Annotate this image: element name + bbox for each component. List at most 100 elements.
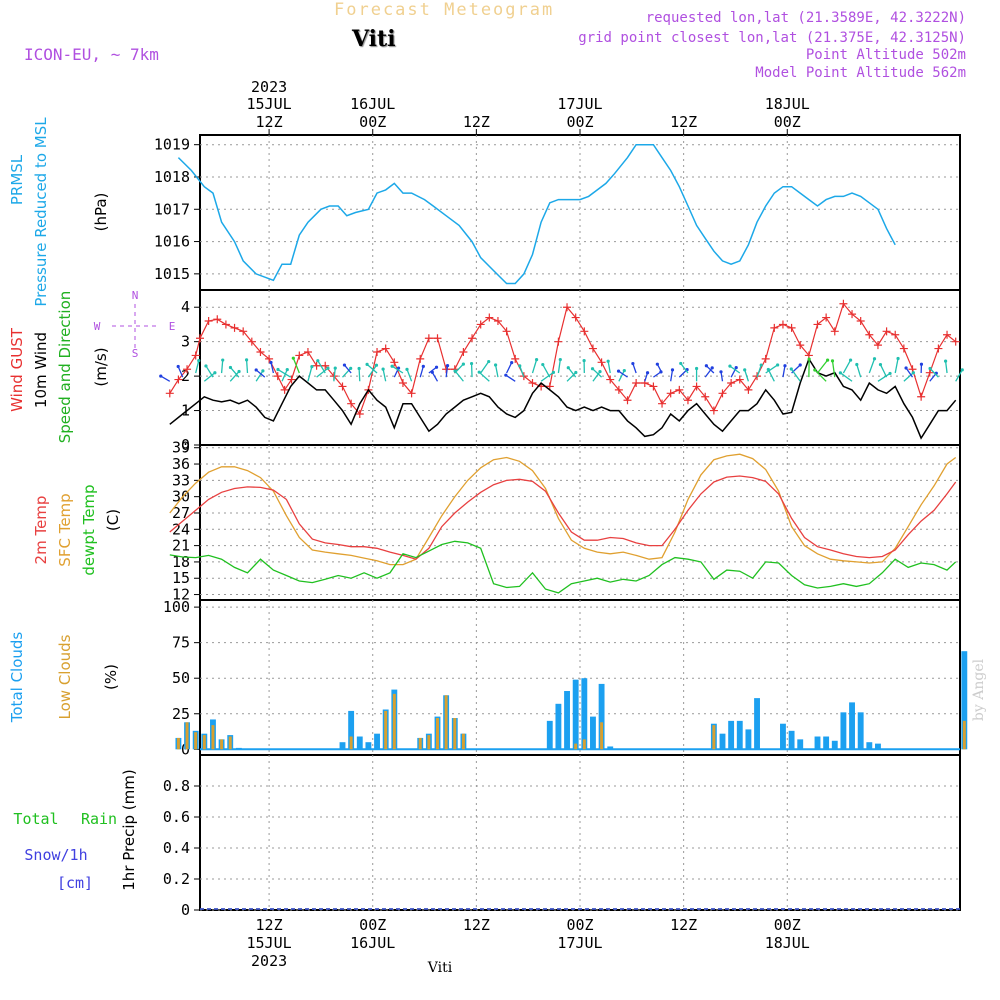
gust-marker xyxy=(303,348,312,356)
wind-arrow-head xyxy=(855,362,859,367)
wind-arrow-head xyxy=(622,368,626,373)
gust-marker xyxy=(580,327,589,336)
top-time-label: 00Z xyxy=(359,113,386,131)
wind-direction-arrow xyxy=(292,357,300,374)
wind-arrow-head xyxy=(813,368,817,372)
wind-direction-arrow xyxy=(506,362,513,374)
gust-marker xyxy=(355,410,364,418)
wind-arrow-head xyxy=(904,366,908,370)
total-cloud-bar xyxy=(339,742,346,750)
wind-arrow-head xyxy=(469,361,474,366)
wind-arrow-head xyxy=(159,374,163,378)
wind-direction-arrow xyxy=(744,369,750,382)
wind-arrow-head xyxy=(291,356,295,360)
wind-arrow-head xyxy=(197,358,201,363)
gust-marker xyxy=(381,344,390,353)
ytick-label-temp: 27 xyxy=(172,504,190,522)
low-cloud-bar xyxy=(176,737,180,750)
wind-direction-arrow xyxy=(342,367,352,378)
wind-gust-label: Wind GUST xyxy=(8,327,26,412)
model-label: ICON-EU, ~ 7km xyxy=(24,45,159,64)
wind-direction-arrow xyxy=(877,372,891,382)
ytick-label-pressure: 1019 xyxy=(154,136,190,154)
gust-marker xyxy=(882,327,891,336)
wind-direction-arrow xyxy=(494,364,499,378)
low-cloud-bar xyxy=(228,736,232,750)
gust-marker xyxy=(256,348,265,356)
wind-direction-arrow xyxy=(894,358,899,374)
gust-marker xyxy=(502,327,511,336)
wind-direction-arrow xyxy=(445,365,449,378)
wind-speed-label: Speed and Direction xyxy=(56,291,74,444)
low-cloud-bar xyxy=(392,693,396,750)
panel-frame-temp xyxy=(199,444,961,601)
total-cloud-bar xyxy=(849,702,855,750)
wind-direction-arrow xyxy=(840,372,853,382)
total-cloud-bar xyxy=(348,710,355,750)
precip-cm-label: [cm] xyxy=(57,874,93,892)
wind-arrow-head xyxy=(493,363,498,367)
gust-marker xyxy=(528,379,537,387)
wind-arrow-head xyxy=(598,369,602,374)
top-time-label: 12Z xyxy=(463,113,490,131)
gust-marker xyxy=(174,375,183,384)
gust-marker xyxy=(407,389,416,398)
gust-marker xyxy=(468,334,477,343)
total-cloud-bar xyxy=(814,736,821,750)
total-cloud-bar xyxy=(581,678,588,750)
gust-marker xyxy=(778,320,787,329)
total-cloud-bar xyxy=(780,723,786,750)
bottom-time-label: 12Z xyxy=(670,916,697,934)
low-cloud-bar xyxy=(453,718,457,750)
wind-10m-label: 10m Wind xyxy=(32,332,50,408)
gust-marker xyxy=(373,348,382,356)
wind-direction-arrow xyxy=(366,363,378,374)
low-cloud-bar xyxy=(461,733,465,750)
compass-n: N xyxy=(132,289,139,302)
total-cloud-bar xyxy=(598,683,605,750)
gust-marker xyxy=(848,310,857,319)
wind-arrow-head xyxy=(445,364,450,368)
gust-marker xyxy=(424,334,433,343)
low-clouds-label: Low Clouds xyxy=(56,634,74,719)
wind-direction-arrow xyxy=(307,366,313,382)
gust-marker xyxy=(554,337,563,346)
wind-arrow-head xyxy=(453,369,457,373)
wind-arrow-head xyxy=(704,364,708,368)
total-cloud-bar xyxy=(235,747,242,750)
gust-marker xyxy=(239,327,248,336)
total-cloud-bar xyxy=(607,746,614,750)
wind-arrow-head xyxy=(943,359,948,363)
gust-marker xyxy=(563,303,572,312)
gust-marker xyxy=(433,334,442,343)
wind-direction-arrow xyxy=(592,371,601,382)
series-10m-wind xyxy=(169,357,957,440)
gust-marker xyxy=(416,354,425,363)
wind-arrow-head xyxy=(710,366,714,370)
wind-arrow-head xyxy=(434,365,439,369)
gust-marker xyxy=(459,348,468,356)
low-cloud-bar xyxy=(349,736,353,750)
wind-arrow-head xyxy=(390,364,394,368)
wind-direction-arrow xyxy=(195,360,200,374)
gust-marker xyxy=(485,313,494,322)
low-cloud-bar xyxy=(427,735,431,750)
wind-arrow-head xyxy=(204,364,208,368)
total-cloud-bar xyxy=(840,712,847,750)
gust-marker xyxy=(265,354,274,363)
precip-rain-label: Rain xyxy=(81,810,117,828)
low-cloud-bar xyxy=(202,735,206,750)
wind-arrow-head xyxy=(807,357,811,361)
wind-direction-arrow xyxy=(478,371,490,382)
series-prmsl xyxy=(177,143,896,285)
wind-direction-arrow xyxy=(705,365,715,374)
total-cloud-bar xyxy=(961,651,968,750)
wind-direction-arrow xyxy=(765,364,778,374)
low-cloud-bar xyxy=(220,739,224,750)
gust-marker xyxy=(865,330,874,339)
wind-arrow-head xyxy=(221,358,225,362)
gust-marker xyxy=(683,396,692,405)
wind-direction-arrow xyxy=(358,368,361,382)
wind-arrow-head xyxy=(357,366,361,371)
